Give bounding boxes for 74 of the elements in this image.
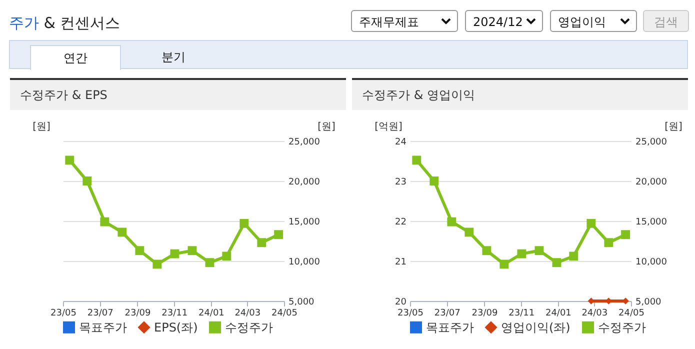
- point: [100, 217, 110, 226]
- point: [464, 228, 474, 237]
- x-tick-label: 24/01: [545, 308, 572, 318]
- x-tick-label: 23/05: [50, 308, 76, 318]
- point: [500, 260, 509, 269]
- x-tick-label: 24/03: [234, 308, 261, 318]
- point: [569, 252, 578, 261]
- point: [118, 228, 127, 237]
- text: 2024/12: [473, 15, 523, 29]
- text: 주가 & 컨센서스: [9, 14, 120, 33]
- y2-tick-label: 5,000: [288, 298, 315, 308]
- y2-tick-label: 10,000: [636, 258, 668, 268]
- text: 주재무제표: [359, 15, 419, 29]
- y2-axis-title: [원]: [664, 122, 682, 132]
- x-tick-label: 23/09: [472, 308, 498, 318]
- y-axis-title: [원]: [32, 122, 50, 132]
- y2-tick-label: 25,000: [636, 138, 668, 148]
- y-axis-title: [억원]: [374, 122, 402, 132]
- point: [552, 258, 562, 268]
- point: [447, 217, 456, 226]
- legend-label: 목표주가: [426, 320, 474, 334]
- point: [222, 252, 232, 261]
- point: [534, 246, 544, 256]
- point: [135, 246, 144, 256]
- point: [205, 258, 214, 268]
- text: 분기: [160, 49, 186, 66]
- x-tick-label: 23/09: [124, 308, 152, 318]
- x-tick-label: 23/05: [398, 308, 424, 318]
- y2-tick-label: 5,000: [636, 298, 662, 308]
- y-tick-label: 22: [395, 218, 406, 228]
- point: [152, 260, 162, 269]
- y-tick-label: 24: [395, 138, 407, 148]
- legend-label: 수정주가: [225, 320, 273, 334]
- y2-tick-label: 15,000: [636, 218, 668, 228]
- point: [412, 156, 422, 165]
- point: [257, 238, 266, 248]
- point: [517, 249, 526, 258]
- x-tick-label: 24/03: [582, 308, 608, 318]
- x-tick-label: 23/07: [434, 308, 460, 318]
- point: [82, 176, 92, 186]
- x-tick-label: 24/05: [618, 308, 644, 318]
- point: [586, 218, 596, 228]
- point: [430, 176, 439, 186]
- y-tick-label: 21: [395, 258, 406, 268]
- x-tick-label: 23/11: [162, 308, 188, 318]
- legend-label: 수정주가: [598, 320, 646, 334]
- point: [170, 249, 180, 258]
- point: [482, 246, 492, 256]
- chart-title: 수정주가 & 영업이익: [352, 80, 688, 110]
- text: 영업이익: [558, 15, 606, 29]
- x-tick-label: 24/01: [198, 308, 224, 318]
- y-tick-label: 20: [395, 298, 407, 308]
- point: [621, 230, 630, 240]
- x-tick-label: 24/05: [272, 308, 298, 318]
- legend-label: 영업이익(좌): [501, 320, 570, 334]
- point: [65, 156, 74, 165]
- legend-label: EPS(좌): [154, 320, 198, 334]
- point: [240, 218, 249, 228]
- x-tick-label: 23/11: [508, 308, 535, 318]
- y2-tick-label: 10,000: [288, 258, 320, 268]
- point: [604, 238, 614, 248]
- chart-title: 수정주가 & EPS: [10, 80, 346, 110]
- text: 검색: [643, 10, 689, 32]
- legend-label: 목표주가: [79, 320, 127, 334]
- y-tick-label: 23: [395, 178, 406, 188]
- y2-axis-title: [원]: [318, 122, 336, 132]
- y2-tick-label: 15,000: [288, 218, 320, 228]
- x-tick-label: 23/07: [87, 308, 114, 318]
- point: [188, 246, 197, 256]
- text: 연간: [30, 45, 121, 70]
- point: [274, 230, 284, 240]
- y2-tick-label: 20,000: [636, 178, 668, 188]
- y2-tick-label: 20,000: [288, 178, 320, 188]
- y2-tick-label: 25,000: [288, 138, 320, 148]
